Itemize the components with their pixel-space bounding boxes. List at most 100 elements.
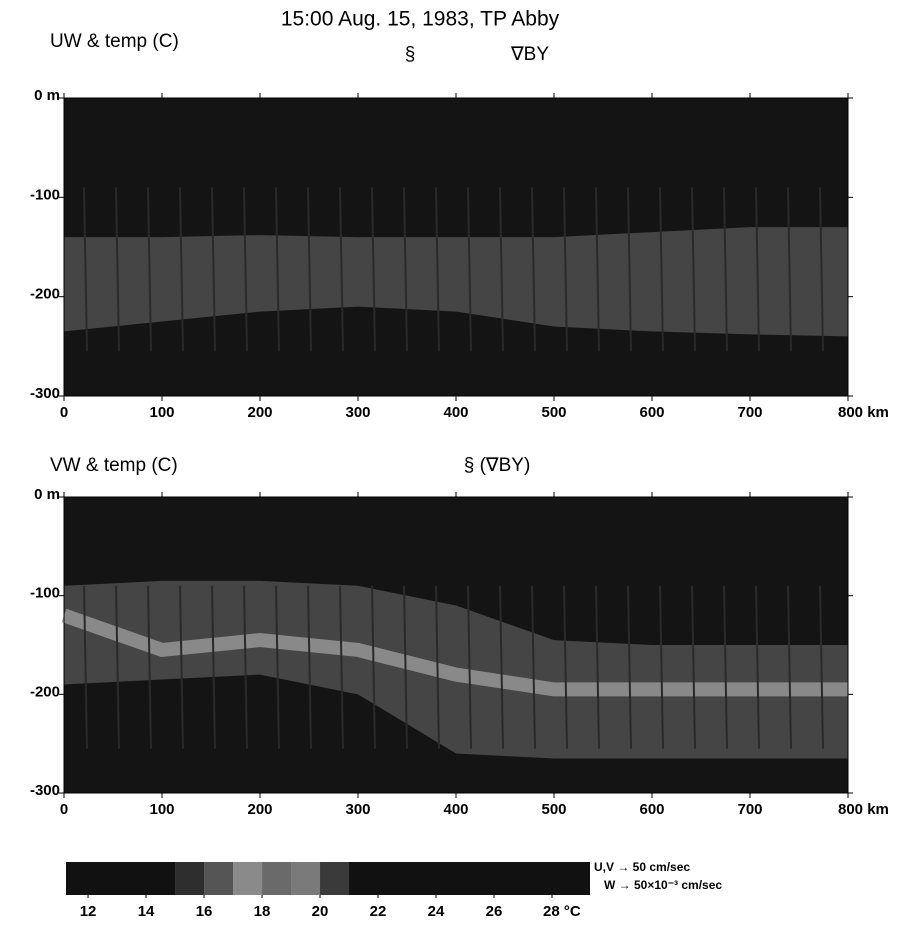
velocity-arrow xyxy=(83,585,88,749)
x-tick-label: 500 xyxy=(541,801,566,818)
colorbar-tick-label: 26 xyxy=(486,903,503,920)
colorbar-tick-label: 22 xyxy=(370,903,387,920)
colorbar-tick-label: 20 xyxy=(312,903,329,920)
x-tick-label: 0 xyxy=(60,801,68,818)
x-tick-label: 500 xyxy=(541,404,566,421)
velocity-arrow xyxy=(467,585,472,749)
velocity-arrow xyxy=(723,187,728,352)
velocity-arrow xyxy=(339,585,344,749)
velocity-arrow xyxy=(147,585,152,749)
velocity-arrow xyxy=(787,187,792,352)
x-tick-label: 800 km xyxy=(838,404,889,421)
velocity-arrow xyxy=(755,585,760,749)
velocity-arrow xyxy=(691,187,696,352)
velocity-arrow xyxy=(403,187,408,352)
y-tick-label: -200 xyxy=(30,683,60,700)
x-tick-label: 100 xyxy=(149,801,174,818)
x-tick-label: 800 km xyxy=(838,801,889,818)
velocity-arrow xyxy=(755,187,760,352)
velocity-arrow xyxy=(627,585,632,749)
velocity-arrow xyxy=(211,585,216,749)
y-tick-label: -100 xyxy=(30,585,60,602)
x-tick-label: 0 xyxy=(60,404,68,421)
velocity-arrow xyxy=(819,187,824,352)
colorbar-bin xyxy=(204,862,234,895)
x-tick-label: 700 xyxy=(737,801,762,818)
scale-legend: U,V → 50 cm/sec xyxy=(594,860,690,874)
velocity-arrow xyxy=(723,585,728,749)
velocity-arrow xyxy=(531,187,536,352)
velocity-arrow xyxy=(435,585,440,749)
velocity-arrow xyxy=(531,585,536,749)
annotation: § (∇BY) xyxy=(464,455,531,476)
velocity-arrow xyxy=(339,187,344,352)
velocity-arrow xyxy=(563,585,568,749)
velocity-arrow xyxy=(467,187,472,352)
colorbar-bin xyxy=(66,862,176,895)
y-tick-label: 0 m xyxy=(34,486,60,503)
velocity-arrow xyxy=(403,585,408,749)
colorbar-tick-label: 18 xyxy=(254,903,271,920)
velocity-arrow xyxy=(243,585,248,749)
velocity-arrow xyxy=(659,187,664,352)
x-tick-label: 600 xyxy=(639,801,664,818)
velocity-arrow xyxy=(275,585,280,749)
velocity-arrow xyxy=(179,585,184,749)
colorbar-tick-label: 12 xyxy=(80,903,97,920)
x-tick-label: 400 xyxy=(443,404,468,421)
x-tick-label: 300 xyxy=(345,404,370,421)
velocity-arrow xyxy=(371,187,376,352)
y-tick-label: -100 xyxy=(30,186,60,203)
colorbar-bin xyxy=(175,862,205,895)
velocity-arrow xyxy=(627,187,632,352)
page-title: 15:00 Aug. 15, 1983, TP Abby xyxy=(281,8,560,31)
velocity-arrow xyxy=(499,187,504,352)
colorbar-bin xyxy=(262,862,292,895)
x-tick-label: 100 xyxy=(149,404,174,421)
velocity-arrow xyxy=(371,585,376,749)
x-tick-label: 200 xyxy=(247,404,272,421)
colorbar-bin xyxy=(233,862,263,895)
x-tick-label: 600 xyxy=(639,404,664,421)
velocity-arrow xyxy=(147,187,152,352)
velocity-arrow xyxy=(563,187,568,352)
panel-title: VW & temp (C) xyxy=(50,455,178,476)
velocity-arrow xyxy=(115,187,120,352)
velocity-arrow xyxy=(819,585,824,749)
x-tick-label: 300 xyxy=(345,801,370,818)
velocity-arrow xyxy=(179,187,184,352)
velocity-arrow xyxy=(243,187,248,352)
velocity-arrow xyxy=(787,585,792,749)
x-tick-label: 200 xyxy=(247,801,272,818)
velocity-arrow xyxy=(307,187,312,352)
velocity-arrow xyxy=(595,187,600,352)
y-tick-label: -300 xyxy=(30,782,60,799)
colorbar-tick-label: 16 xyxy=(196,903,213,920)
velocity-arrow xyxy=(307,585,312,749)
velocity-arrow xyxy=(595,585,600,749)
velocity-arrow xyxy=(83,187,88,352)
velocity-arrow xyxy=(211,187,216,352)
x-tick-label: 400 xyxy=(443,801,468,818)
colorbar-bin xyxy=(349,862,590,895)
velocity-arrow xyxy=(499,585,504,749)
x-tick-label: 700 xyxy=(737,404,762,421)
annotation: ∇BY xyxy=(510,44,549,65)
colorbar-bin xyxy=(320,862,350,895)
velocity-arrow xyxy=(275,187,280,352)
temperature-core xyxy=(61,608,848,697)
y-tick-label: -300 xyxy=(30,385,60,402)
velocity-arrow xyxy=(435,187,440,352)
velocity-arrow xyxy=(115,585,120,749)
y-tick-label: -200 xyxy=(30,286,60,303)
velocity-arrow xyxy=(659,585,664,749)
colorbar-tick-label: 28 °C xyxy=(543,903,581,920)
colorbar-tick-label: 24 xyxy=(428,903,445,920)
annotation: § xyxy=(405,44,416,65)
panel-title: UW & temp (C) xyxy=(50,31,179,52)
y-tick-label: 0 m xyxy=(34,87,60,104)
velocity-arrow xyxy=(691,585,696,749)
temperature-band xyxy=(64,227,848,337)
scale-legend: W → 50×10⁻³ cm/sec xyxy=(604,878,722,892)
